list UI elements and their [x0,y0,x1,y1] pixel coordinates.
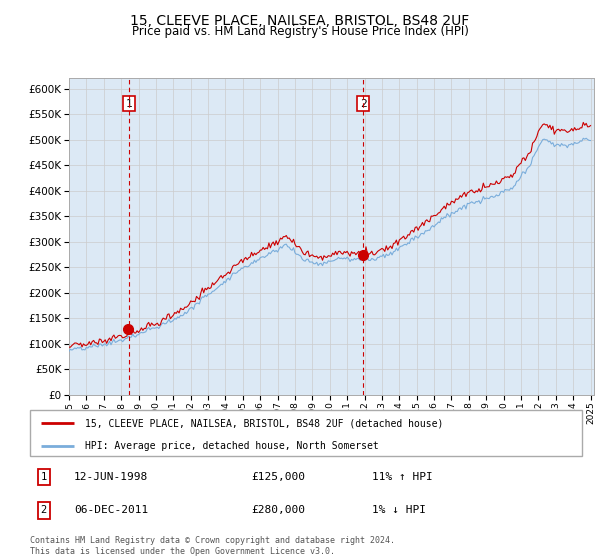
Text: 1% ↓ HPI: 1% ↓ HPI [372,505,426,515]
Text: HPI: Average price, detached house, North Somerset: HPI: Average price, detached house, Nort… [85,441,379,451]
Text: 15, CLEEVE PLACE, NAILSEA, BRISTOL, BS48 2UF (detached house): 15, CLEEVE PLACE, NAILSEA, BRISTOL, BS48… [85,418,443,428]
Text: 06-DEC-2011: 06-DEC-2011 [74,505,148,515]
Text: £125,000: £125,000 [251,472,305,482]
Text: Price paid vs. HM Land Registry's House Price Index (HPI): Price paid vs. HM Land Registry's House … [131,25,469,38]
Text: 2: 2 [360,99,367,109]
Text: £280,000: £280,000 [251,505,305,515]
Text: 12-JUN-1998: 12-JUN-1998 [74,472,148,482]
Text: 2: 2 [41,505,47,515]
Text: 1: 1 [41,472,47,482]
Text: 11% ↑ HPI: 11% ↑ HPI [372,472,433,482]
FancyBboxPatch shape [30,410,582,456]
Text: 1: 1 [125,99,133,109]
Text: 15, CLEEVE PLACE, NAILSEA, BRISTOL, BS48 2UF: 15, CLEEVE PLACE, NAILSEA, BRISTOL, BS48… [130,14,470,28]
Text: Contains HM Land Registry data © Crown copyright and database right 2024.
This d: Contains HM Land Registry data © Crown c… [30,536,395,556]
